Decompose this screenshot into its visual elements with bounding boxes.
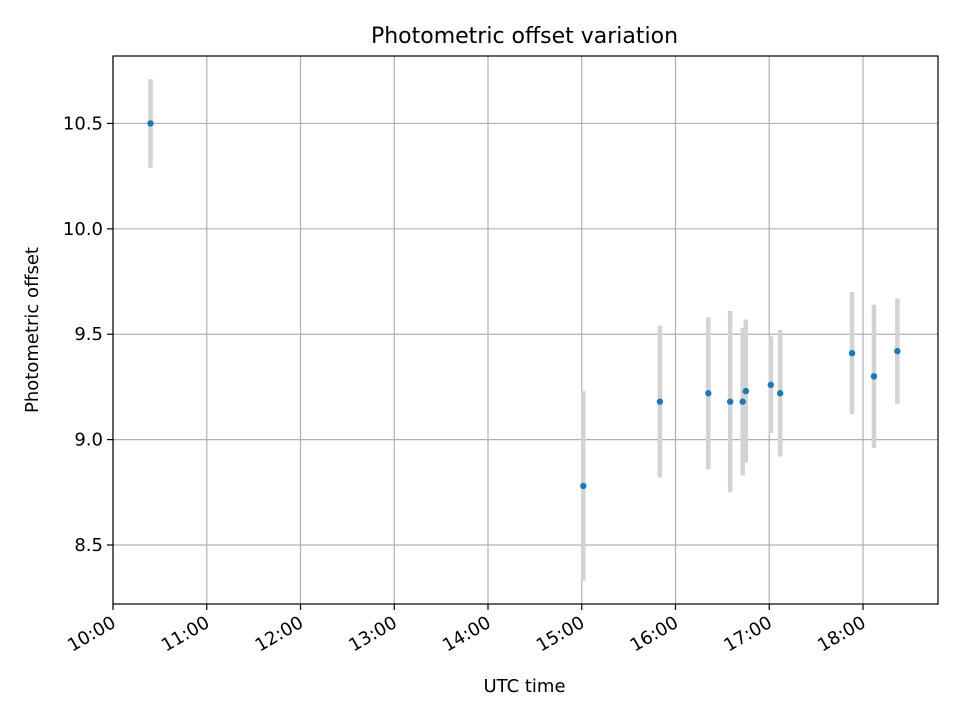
data-point (776, 390, 784, 397)
y-tick-label: 9.5 (74, 324, 103, 345)
data-point (894, 347, 901, 355)
y-axis-label: Photometric offset (22, 247, 43, 413)
plot-frame (112, 55, 939, 605)
y-axis-ticks: 8.5 9.0 9.5 10.0 10.5 (63, 113, 113, 556)
data-point (742, 387, 750, 395)
grid (112, 56, 938, 604)
points (147, 120, 901, 490)
y-tick-label: 9.0 (74, 430, 103, 451)
data-point (870, 373, 878, 380)
y-tick-label: 10.0 (63, 219, 103, 240)
y-tick-label: 8.5 (74, 535, 103, 556)
chart-title: Photometric offset variation (371, 24, 678, 49)
data-point (848, 349, 856, 357)
data-point (656, 398, 664, 405)
y-tick-label: 10.5 (63, 113, 103, 134)
data-point (705, 390, 712, 397)
x-axis-label: UTC time (483, 676, 565, 697)
data-point (580, 482, 587, 490)
data-point (726, 398, 734, 405)
data-point (767, 381, 775, 388)
data-point (739, 398, 746, 405)
data-point (147, 120, 154, 127)
